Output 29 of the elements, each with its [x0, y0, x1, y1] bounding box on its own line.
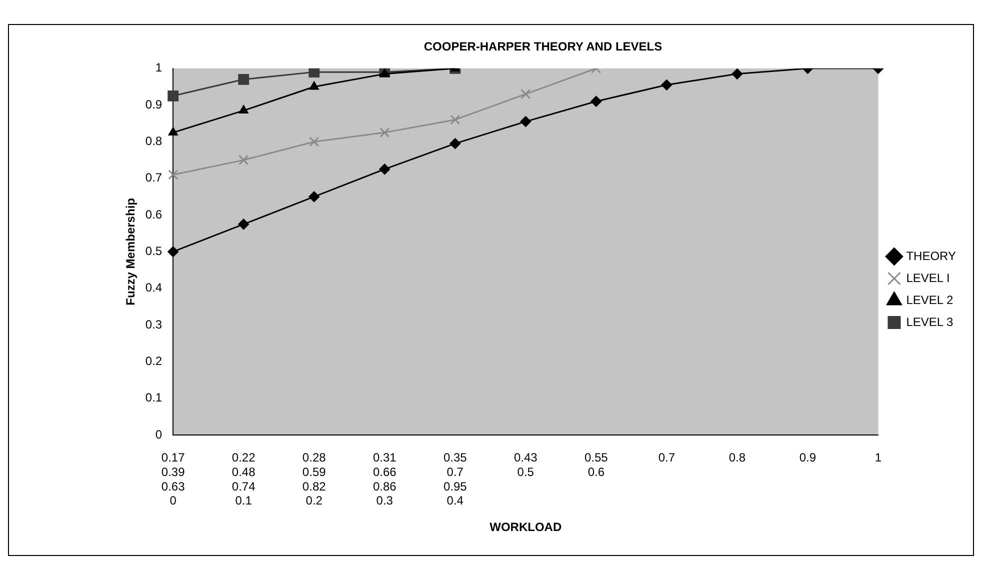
x-tick-label: 0.17 0.39 0.63 0 — [161, 450, 186, 508]
x-tick-label: 0.43 0.5 — [514, 450, 538, 479]
x-tick-label: 1 — [874, 450, 882, 465]
y-tick-label: 1 — [155, 60, 162, 75]
legend-label: LEVEL 3 — [906, 314, 954, 329]
legend-label: THEORY — [906, 248, 956, 263]
x-tick-label: 0.9 — [799, 450, 816, 465]
y-tick-label: 0.9 — [145, 97, 162, 112]
y-tick-label: 0.5 — [145, 244, 162, 258]
x-tick-label: 0.22 0.48 0.74 0.1 — [232, 450, 256, 508]
y-tick-label: 0.1 — [145, 390, 162, 405]
x-axis-title: WORKLOAD — [490, 520, 562, 534]
x-tick-label: 0.31 0.66 0.86 0.3 — [372, 450, 397, 508]
y-axis-title: Fuzzy Membership — [124, 198, 138, 306]
y-tick-label: 0.7 — [145, 170, 162, 185]
x-tick-label: 0.28 0.59 0.82 0.2 — [302, 450, 326, 508]
y-tick-label: 0 — [155, 427, 162, 442]
x-tick-label: 0.55 0.6 — [584, 450, 608, 479]
y-tick-label: 0.8 — [145, 134, 162, 148]
y-tick-label: 0.2 — [145, 354, 162, 368]
x-tick-label: 0.8 — [728, 450, 746, 465]
x-tick-label: 0.35 0.7 0.95 0.4 — [443, 450, 468, 508]
x-tick-label: 0.7 — [658, 450, 676, 465]
y-tick-label: 0.4 — [145, 280, 162, 295]
legend-label: LEVEL 2 — [906, 292, 954, 307]
chart-title: COOPER-HARPER THEORY AND LEVELS — [424, 40, 662, 54]
y-tick-label: 0.3 — [145, 317, 162, 332]
legend-label: LEVEL I — [906, 270, 950, 285]
y-tick-label: 0.6 — [145, 207, 162, 222]
